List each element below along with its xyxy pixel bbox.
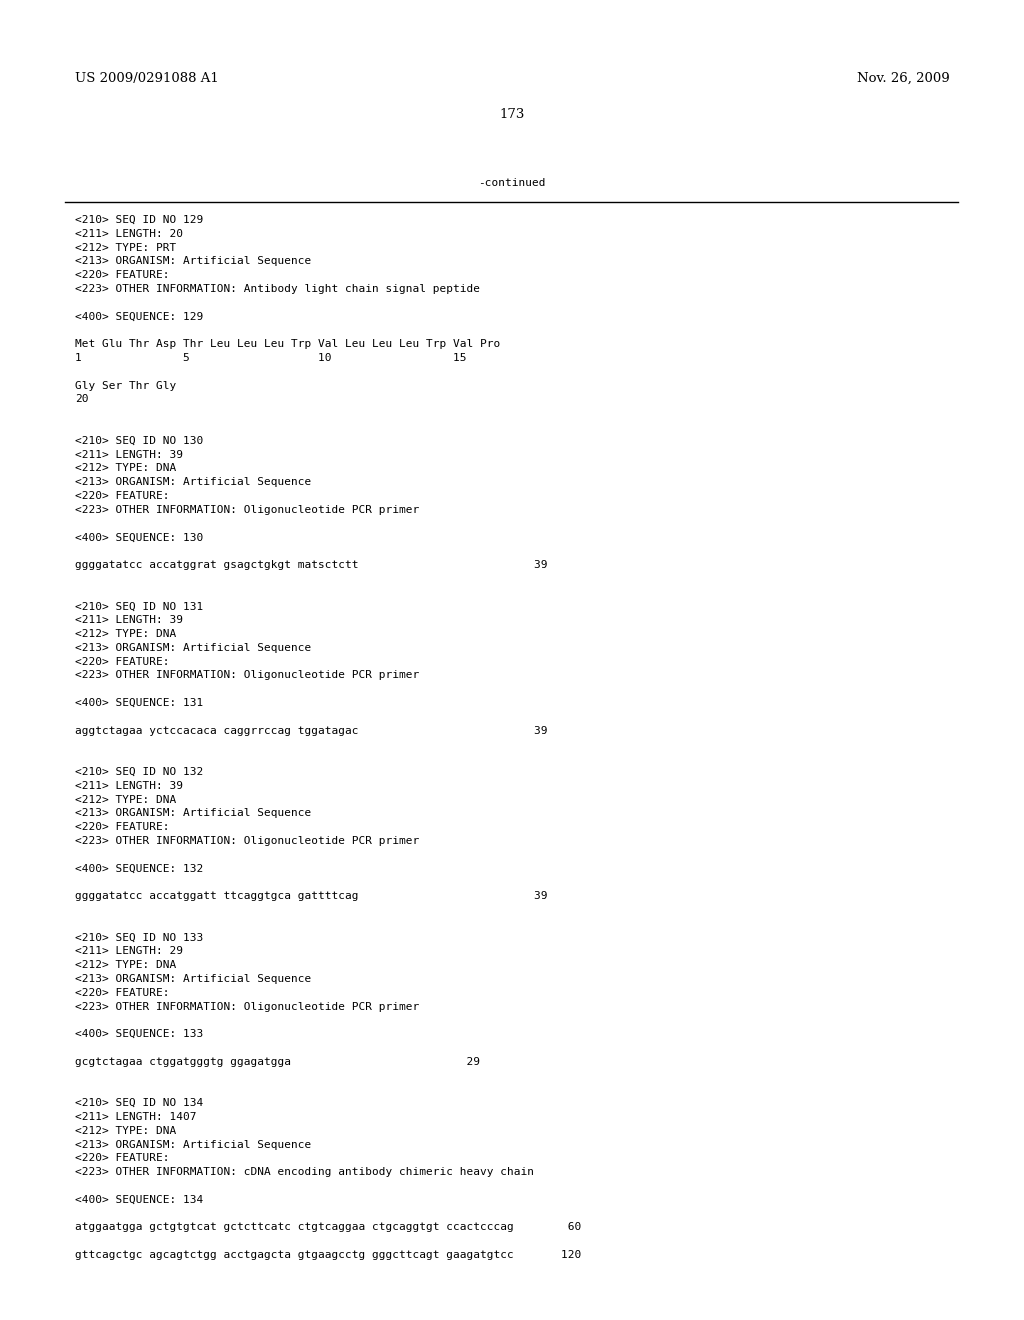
Text: atggaatgga gctgtgtcat gctcttcatc ctgtcaggaa ctgcaggtgt ccactcccag        60: atggaatgga gctgtgtcat gctcttcatc ctgtcag… — [75, 1222, 582, 1233]
Text: <220> FEATURE:: <220> FEATURE: — [75, 271, 170, 280]
Text: <211> LENGTH: 1407: <211> LENGTH: 1407 — [75, 1111, 197, 1122]
Text: <223> OTHER INFORMATION: Oligonucleotide PCR primer: <223> OTHER INFORMATION: Oligonucleotide… — [75, 671, 419, 680]
Text: <210> SEQ ID NO 130: <210> SEQ ID NO 130 — [75, 436, 203, 446]
Text: 173: 173 — [500, 108, 524, 121]
Text: Met Glu Thr Asp Thr Leu Leu Leu Trp Val Leu Leu Leu Trp Val Pro: Met Glu Thr Asp Thr Leu Leu Leu Trp Val … — [75, 339, 501, 350]
Text: <212> TYPE: PRT: <212> TYPE: PRT — [75, 243, 176, 252]
Text: <212> TYPE: DNA: <212> TYPE: DNA — [75, 463, 176, 474]
Text: ggggatatcc accatggrat gsagctgkgt matsctctt                          39: ggggatatcc accatggrat gsagctgkgt matsctc… — [75, 560, 548, 570]
Text: <213> ORGANISM: Artificial Sequence: <213> ORGANISM: Artificial Sequence — [75, 808, 311, 818]
Text: 20: 20 — [75, 395, 88, 404]
Text: gcgtctagaa ctggatgggtg ggagatgga                          29: gcgtctagaa ctggatgggtg ggagatgga 29 — [75, 1057, 480, 1067]
Text: <220> FEATURE:: <220> FEATURE: — [75, 656, 170, 667]
Text: aggtctagaa yctccacaca caggrrccag tggatagac                          39: aggtctagaa yctccacaca caggrrccag tggatag… — [75, 726, 548, 735]
Text: <220> FEATURE:: <220> FEATURE: — [75, 987, 170, 998]
Text: <220> FEATURE:: <220> FEATURE: — [75, 822, 170, 832]
Text: <223> OTHER INFORMATION: Oligonucleotide PCR primer: <223> OTHER INFORMATION: Oligonucleotide… — [75, 836, 419, 846]
Text: -continued: -continued — [478, 178, 546, 187]
Text: <210> SEQ ID NO 129: <210> SEQ ID NO 129 — [75, 215, 203, 224]
Text: <220> FEATURE:: <220> FEATURE: — [75, 1154, 170, 1163]
Text: <210> SEQ ID NO 132: <210> SEQ ID NO 132 — [75, 767, 203, 777]
Text: <400> SEQUENCE: 132: <400> SEQUENCE: 132 — [75, 863, 203, 874]
Text: <212> TYPE: DNA: <212> TYPE: DNA — [75, 630, 176, 639]
Text: 1               5                   10                  15: 1 5 10 15 — [75, 352, 467, 363]
Text: <400> SEQUENCE: 130: <400> SEQUENCE: 130 — [75, 532, 203, 543]
Text: <210> SEQ ID NO 133: <210> SEQ ID NO 133 — [75, 933, 203, 942]
Text: <223> OTHER INFORMATION: cDNA encoding antibody chimeric heavy chain: <223> OTHER INFORMATION: cDNA encoding a… — [75, 1167, 534, 1177]
Text: <400> SEQUENCE: 133: <400> SEQUENCE: 133 — [75, 1030, 203, 1039]
Text: Nov. 26, 2009: Nov. 26, 2009 — [857, 73, 950, 84]
Text: <211> LENGTH: 39: <211> LENGTH: 39 — [75, 450, 183, 459]
Text: <400> SEQUENCE: 134: <400> SEQUENCE: 134 — [75, 1195, 203, 1205]
Text: Gly Ser Thr Gly: Gly Ser Thr Gly — [75, 380, 176, 391]
Text: <213> ORGANISM: Artificial Sequence: <213> ORGANISM: Artificial Sequence — [75, 256, 311, 267]
Text: <220> FEATURE:: <220> FEATURE: — [75, 491, 170, 502]
Text: <213> ORGANISM: Artificial Sequence: <213> ORGANISM: Artificial Sequence — [75, 974, 311, 983]
Text: <213> ORGANISM: Artificial Sequence: <213> ORGANISM: Artificial Sequence — [75, 643, 311, 653]
Text: <212> TYPE: DNA: <212> TYPE: DNA — [75, 1126, 176, 1135]
Text: <211> LENGTH: 29: <211> LENGTH: 29 — [75, 946, 183, 957]
Text: <211> LENGTH: 20: <211> LENGTH: 20 — [75, 228, 183, 239]
Text: <213> ORGANISM: Artificial Sequence: <213> ORGANISM: Artificial Sequence — [75, 1139, 311, 1150]
Text: <211> LENGTH: 39: <211> LENGTH: 39 — [75, 781, 183, 791]
Text: <212> TYPE: DNA: <212> TYPE: DNA — [75, 795, 176, 805]
Text: <212> TYPE: DNA: <212> TYPE: DNA — [75, 960, 176, 970]
Text: gttcagctgc agcagtctgg acctgagcta gtgaagcctg gggcttcagt gaagatgtcc       120: gttcagctgc agcagtctgg acctgagcta gtgaagc… — [75, 1250, 582, 1261]
Text: <210> SEQ ID NO 131: <210> SEQ ID NO 131 — [75, 602, 203, 611]
Text: <223> OTHER INFORMATION: Antibody light chain signal peptide: <223> OTHER INFORMATION: Antibody light … — [75, 284, 480, 294]
Text: <210> SEQ ID NO 134: <210> SEQ ID NO 134 — [75, 1098, 203, 1109]
Text: <223> OTHER INFORMATION: Oligonucleotide PCR primer: <223> OTHER INFORMATION: Oligonucleotide… — [75, 1002, 419, 1011]
Text: <400> SEQUENCE: 131: <400> SEQUENCE: 131 — [75, 698, 203, 708]
Text: <211> LENGTH: 39: <211> LENGTH: 39 — [75, 615, 183, 626]
Text: <223> OTHER INFORMATION: Oligonucleotide PCR primer: <223> OTHER INFORMATION: Oligonucleotide… — [75, 504, 419, 515]
Text: ggggatatcc accatggatt ttcaggtgca gattttcag                          39: ggggatatcc accatggatt ttcaggtgca gattttc… — [75, 891, 548, 902]
Text: US 2009/0291088 A1: US 2009/0291088 A1 — [75, 73, 219, 84]
Text: <213> ORGANISM: Artificial Sequence: <213> ORGANISM: Artificial Sequence — [75, 478, 311, 487]
Text: <400> SEQUENCE: 129: <400> SEQUENCE: 129 — [75, 312, 203, 322]
